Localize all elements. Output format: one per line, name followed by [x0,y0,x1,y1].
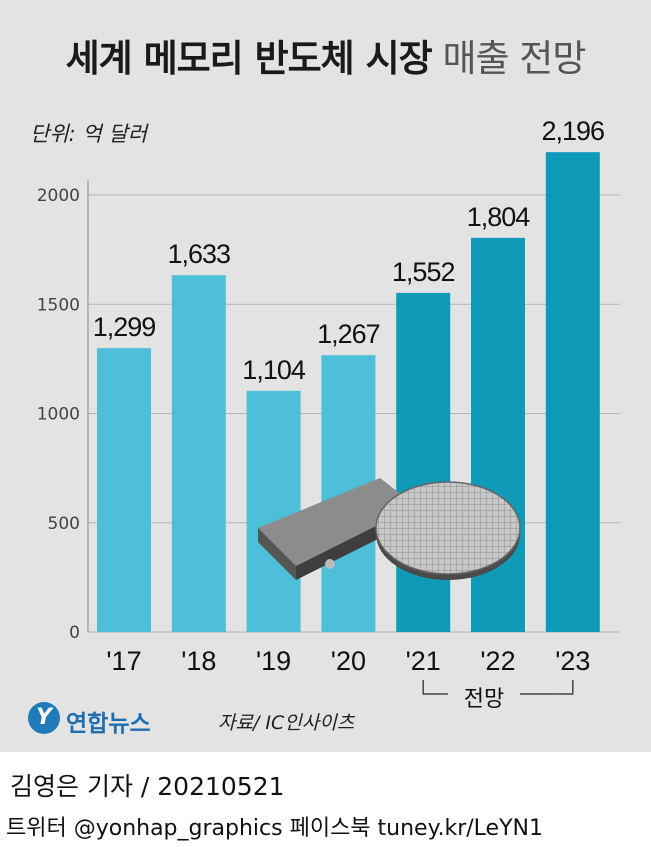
bar [545,152,600,632]
y-tick-label: 2000 [37,186,80,206]
chip-dot-icon [325,559,335,569]
forecast-bracket-right [554,680,574,695]
unit-label: 단위: 억 달러 [30,122,148,146]
x-tick-label: '23 [555,646,590,676]
x-tick-label: '20 [331,646,366,676]
data-label: 1,633 [168,239,231,269]
y-tick-label: 1500 [37,295,80,315]
data-label: 1,804 [467,202,531,232]
x-tick-label: '19 [256,646,291,676]
y-tick-label: 1000 [37,405,80,425]
social-line: 트위터 @yonhap_graphics 페이스북 tuney.kr/LeYN1 [6,816,543,841]
bar [246,390,301,632]
x-tick-label: '18 [181,646,216,676]
data-label: 1,299 [93,312,156,342]
bar-chart: 0 500 1000 1500 2000 1,299 '17 1,633 '18 1,104 '19… [37,116,620,695]
y-tick-label: 0 [69,623,80,643]
yonhap-logo-icon: Y [28,702,60,734]
chip-icon-side [258,528,296,580]
data-label: 1,104 [242,355,306,385]
source-brand: 연합뉴스 [66,711,151,737]
bar [171,275,226,632]
x-tick-label: '17 [106,646,141,676]
bar [97,348,151,632]
forecast-bracket-left [422,680,442,695]
y-tick-label: 500 [48,514,80,534]
forecast-label: 전망 [463,687,505,712]
chart-title: 세계 메모리 반도체 시장 매출 전망 [0,28,651,82]
credit-line: 김영은 기자 / 20210521 [10,772,285,801]
x-tick-label: '22 [480,646,515,676]
data-label: 2,196 [542,116,605,146]
source-text: 자료/ IC인사이츠 [218,712,355,734]
title-light: 매출 전망 [442,37,586,80]
bar [396,292,451,632]
title-bold: 세계 메모리 반도체 시장 [65,37,433,80]
chip-icon [258,478,416,566]
data-label: 1,267 [317,319,380,349]
x-tick-label: '21 [406,646,441,676]
wafer-icon [375,481,521,575]
data-label: 1,552 [392,257,455,287]
